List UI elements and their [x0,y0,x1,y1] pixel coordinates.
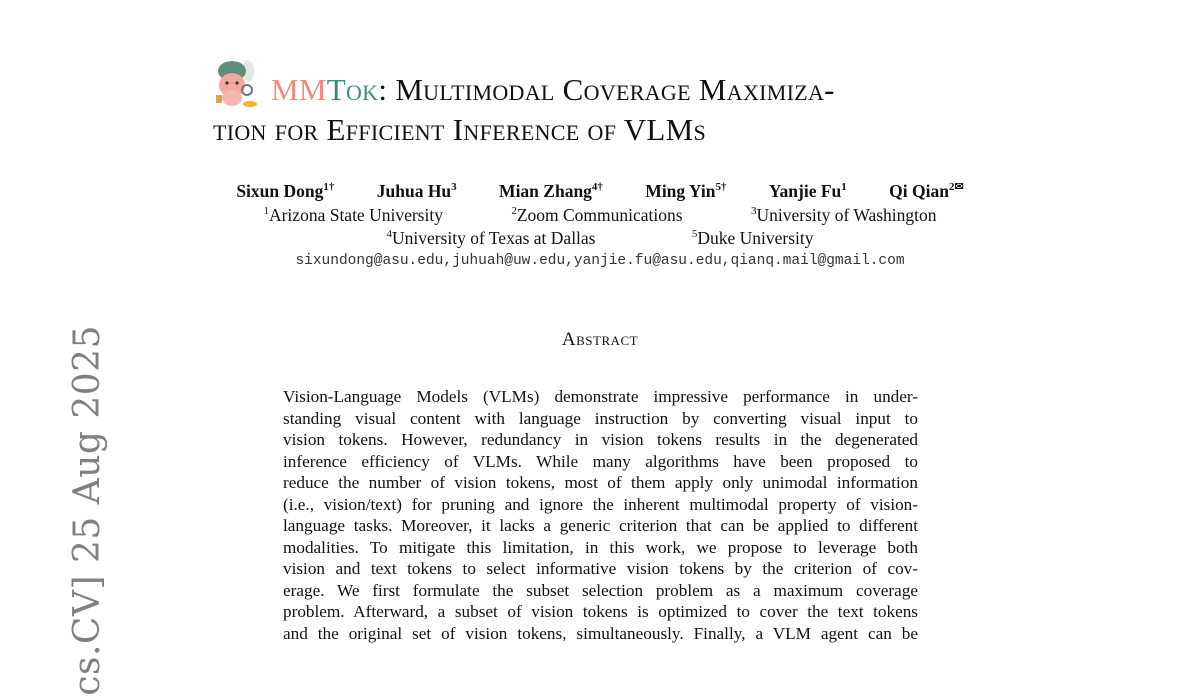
author: Yanjie Fu1 [768,181,847,201]
abstract-line: vision and text tokens to select informa… [283,559,918,578]
abstract-line: standing visual content with language in… [283,408,918,428]
title-line2: tion for Efficient Inference of VLMs [213,112,707,147]
abstract-line: vision tokens. However, redundancy in vi… [283,430,918,449]
title-mm: MM [271,72,327,107]
mascot-logo-icon [216,60,257,107]
author: Ming Yin5† [645,181,727,201]
author: Mian Zhang4† [499,181,603,201]
affiliations-row-1: 1Arizona State University 2Zoom Communic… [0,205,1200,226]
affiliation: 3University of Washington [750,205,937,225]
affiliations-row-2: 4University of Texas at Dallas 5Duke Uni… [0,228,1200,249]
arxiv-stamp: cs.CV] 25 Aug 2025 [67,325,108,696]
affiliation: 4University of Texas at Dallas [386,228,596,248]
author: Sixun Dong1† [236,181,335,201]
affiliation: 5Duke University [691,228,814,248]
abstract-heading: Abstract [561,329,639,350]
abstract-line: Vision-Language Models (VLMs) demonstrat… [283,387,918,406]
abstract-line: inference efficiency of VLMs. While many… [283,451,918,471]
author: Qi Qian2✉ [889,181,964,201]
author: Juhua Hu3 [376,181,457,201]
author-emails: sixundong@asu.edu,juhuah@uw.edu,yanjie.f… [295,253,905,269]
abstract-line: problem. Afterward, a subset of vision t… [283,602,918,621]
author-list: Sixun Dong1† Juhua Hu3 Mian Zhang4† Ming… [0,181,1200,202]
affiliation: 2Zoom Communications [511,205,683,225]
affiliation: 1Arizona State University [263,205,443,225]
abstract-line: (i.e., vision/text) for pruning and igno… [283,494,918,514]
abstract-line: reduce the number of vision tokens, most… [283,473,918,492]
title-tok: Tok [326,72,379,107]
abstract-line: language tasks. Moreover, it lacks a gen… [283,516,918,535]
abstract-line: modalities. To mitigate this limitation,… [283,537,918,557]
abstract-line: erage. We first formulate the subset sel… [283,580,918,600]
abstract-line: and the original set of vision tokens, s… [283,623,918,643]
paper-title: MMTok: Multimodal Coverage Maximiza- tio… [213,70,835,150]
title-line1: : Multimodal Coverage Maximiza- [378,72,835,107]
abstract-body: Vision-Language Models (VLMs) demonstrat… [283,386,918,644]
